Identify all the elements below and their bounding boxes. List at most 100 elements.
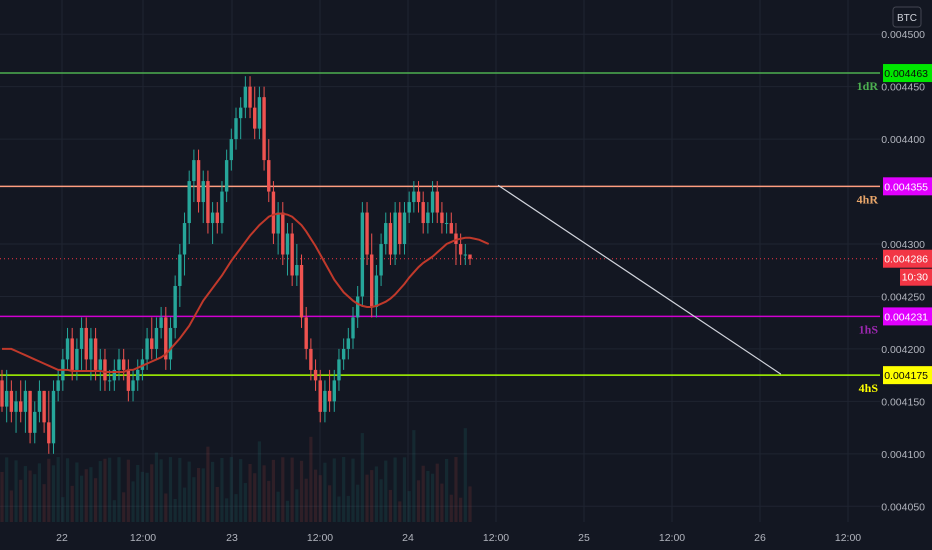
candle-body [178,254,182,286]
candle [192,149,196,203]
volume-bar [323,462,327,522]
volume-bar [271,459,276,522]
candle [75,338,79,381]
candle [341,338,346,370]
volume-bar [468,486,472,522]
candle-body [229,139,234,161]
candle-body [393,212,397,255]
candle-body [341,348,346,360]
candle [285,223,290,276]
trendline[interactable] [497,184,782,375]
candle-body [84,327,88,360]
candle-body [154,327,159,349]
candle [220,181,224,234]
price-badges: 0.004463 0.004355 0.004231 0.004175 0.004286… [883,64,932,385]
candle-body [262,97,266,161]
volume-bar [445,458,449,522]
volume-bar [61,497,65,522]
candle-body [182,223,187,255]
volume-bar [164,493,168,522]
candle-body [173,285,177,328]
badge-value: 0.004463 [884,68,928,80]
candle [196,149,201,213]
volume-bar [402,457,407,522]
candle-body [93,338,98,370]
candle-body [75,348,79,370]
volume-bar [412,430,416,522]
volume-bar [370,470,374,522]
candle-body [351,317,355,339]
volume-bar [215,487,219,522]
candle [365,202,369,265]
candle [355,285,360,328]
price-tick: 0.004150 [881,396,925,408]
candle [440,202,444,234]
candle [4,369,9,423]
price-badge-4hR: 0.004355 [883,177,932,196]
candle-body [159,317,163,328]
volume-bar [140,471,144,522]
horizontal-levels[interactable]: 1dR 4hR 1hS 4hS [0,72,880,395]
candle [42,390,46,433]
candle [463,244,468,265]
candle [238,97,243,140]
volume-bar [229,457,233,522]
volume-bar [379,479,383,522]
candle [309,338,313,381]
candle [248,76,252,119]
currency-button[interactable]: BTC [892,6,922,28]
volume-bar [79,475,84,522]
level-label-1hS: 1hS [859,322,879,336]
candle-body [416,191,421,203]
candle-body [112,369,117,381]
candle-body [412,191,416,203]
candle [388,212,393,265]
volume-bar [253,473,257,522]
volume-bar [463,428,467,522]
candle [112,359,117,391]
candle [65,327,70,370]
candle [271,181,276,245]
candle [253,86,257,140]
candle [37,380,42,423]
candle [398,202,402,255]
badge-bg [883,307,932,326]
badge-value: 0.004355 [884,181,928,193]
candle-body [295,265,299,276]
time-tick: 12:00 [659,532,685,544]
volume-bar [192,477,196,522]
volume-bar [108,457,112,522]
volume-bar [23,466,27,522]
candle [332,369,336,412]
volume-bar [168,457,173,522]
candle [168,317,173,370]
volume-bar [304,478,308,522]
candle-body [360,212,365,297]
price-tick: 0.004100 [881,449,925,461]
candle-body [402,212,407,245]
level-label-1dR: 1dR [857,79,879,93]
volume-bar [346,495,350,522]
time-axis[interactable]: 22 12:00 23 12:00 24 12:00 25 12:00 26 12:00 [56,532,861,544]
volume-bar [196,467,201,522]
candle-body [267,160,271,192]
candle-body [421,202,425,224]
candle-body [323,390,327,412]
candle-body [243,86,248,108]
candle-body [187,181,191,224]
volume-bar [84,469,88,522]
candle [164,306,168,370]
candle [295,244,299,286]
candle-body [365,212,369,255]
volume-bar [384,460,388,522]
volume-bar [276,491,280,522]
currency-label: BTC [897,13,917,24]
trendline-segment[interactable] [497,184,782,375]
candle-body [463,254,468,256]
candle [374,265,379,318]
badge-value: 0.004175 [884,370,928,382]
candle [257,86,262,140]
volume-bar [295,489,299,522]
volume-bar [206,446,210,522]
